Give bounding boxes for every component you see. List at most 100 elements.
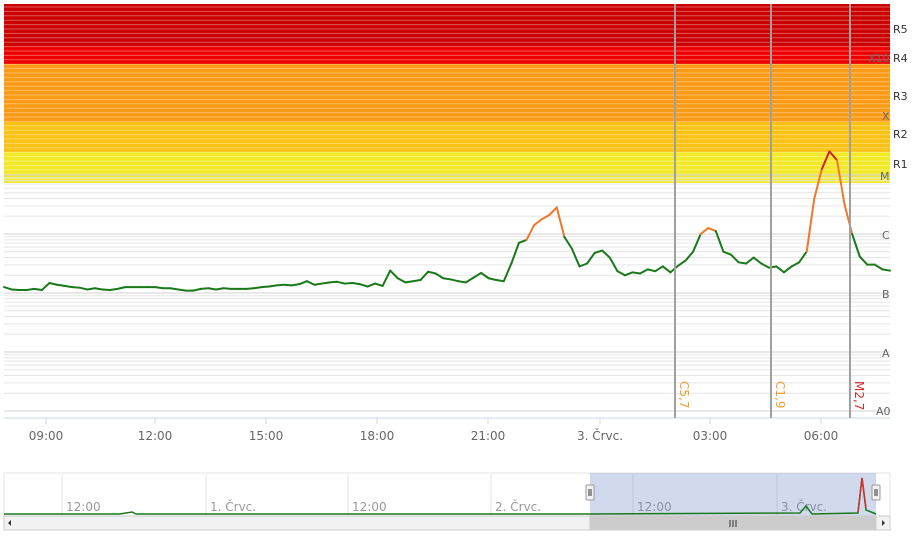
x-tick-label: 03:00 — [693, 429, 728, 443]
series-segment — [336, 280, 346, 285]
series-segment — [767, 265, 778, 269]
series-segment — [601, 249, 611, 259]
series-segment — [192, 287, 202, 292]
series-segment — [881, 268, 891, 272]
series-segment — [116, 286, 127, 290]
series-segment — [487, 277, 498, 282]
series-segment — [692, 233, 702, 253]
navigator-handle — [871, 484, 881, 501]
series-segment — [623, 271, 634, 277]
radio-blackout-bands — [4, 4, 890, 183]
navigator-label: 2. Črvc. — [495, 499, 541, 514]
series-segment — [525, 224, 536, 241]
band-r2 — [4, 122, 890, 152]
series-segment — [358, 283, 369, 288]
series-segment — [109, 287, 119, 292]
series-segment — [10, 288, 21, 292]
navigator[interactable]: 12:00 1. Črvc. 12:00 2. Črvc. 12:00 3. Črvc. — [3, 472, 891, 531]
series-segment — [495, 279, 505, 283]
scroll-left-arrow-icon — [8, 520, 11, 526]
series-segment — [449, 278, 460, 283]
series-segment — [48, 281, 59, 286]
series-segment — [805, 197, 816, 253]
series-segment — [442, 277, 452, 281]
class-label-a0: A0 — [876, 405, 891, 418]
series-segment — [93, 287, 104, 291]
band-r4 — [4, 46, 890, 64]
series-segment — [389, 269, 399, 280]
x-tick-label: 18:00 — [360, 429, 395, 443]
series-segment — [714, 230, 725, 253]
x-tick-label: 12:00 — [138, 429, 173, 443]
series-segment — [661, 265, 672, 274]
series-segment — [639, 268, 649, 275]
x-tick-label: 06:00 — [804, 429, 839, 443]
series-segment — [835, 159, 846, 206]
series-segment — [502, 262, 513, 283]
series-segment — [313, 282, 324, 286]
series-segment — [555, 206, 566, 238]
series-segment — [782, 265, 793, 274]
flare-label: M2,7 — [852, 381, 866, 410]
series-segment — [434, 272, 445, 280]
series-segment — [305, 280, 316, 286]
series-segment — [328, 280, 339, 284]
series-segment — [517, 238, 528, 244]
series-segment — [427, 270, 437, 275]
series-segment — [154, 286, 165, 290]
series-segment — [222, 287, 233, 290]
series-segment — [851, 233, 861, 258]
series-segment — [676, 259, 687, 267]
series-segment — [215, 287, 225, 291]
x-tick-label: 15:00 — [249, 429, 284, 443]
series-segment — [3, 286, 13, 291]
series-segment — [464, 276, 475, 284]
series-segment — [646, 268, 657, 273]
band-label-r3: R3 — [893, 90, 908, 103]
series-segment — [654, 265, 664, 273]
series-segment — [790, 261, 801, 268]
series-segment — [260, 285, 271, 289]
series-segment — [381, 269, 392, 287]
axis-labels: R1 R2 R3 R4 R5 A0 A B C M X X10 09:00 12:00 15:00 18:00… — [29, 23, 908, 443]
series-segment — [63, 284, 74, 289]
series-segment — [25, 287, 36, 292]
navigator-label: 12:00 — [352, 500, 387, 514]
series-segment — [101, 288, 112, 292]
series-segment — [775, 265, 785, 274]
class-label-b: B — [882, 288, 890, 301]
series-segment — [351, 281, 361, 286]
band-label-r4: R4 — [893, 52, 908, 65]
x-tick-label: 21:00 — [471, 429, 506, 443]
series-segment — [207, 287, 218, 291]
series-segment — [578, 262, 589, 268]
series-segment — [737, 261, 748, 265]
series-segment — [729, 253, 740, 264]
series-segment — [586, 251, 596, 265]
series-segment — [366, 282, 377, 288]
series-segment — [321, 281, 331, 285]
class-label-x: X — [882, 110, 890, 123]
x-tick-label: 09:00 — [29, 429, 64, 443]
grid-lines — [4, 174, 890, 419]
series-segment — [480, 271, 490, 280]
series-segment — [86, 287, 96, 291]
navigator-series-peak — [857, 477, 867, 513]
series-segment — [798, 250, 808, 264]
series-segment — [396, 277, 407, 284]
series-segment — [290, 283, 301, 287]
series-segment — [411, 279, 422, 283]
series-segment — [33, 287, 43, 292]
series-segment — [873, 263, 884, 271]
band-r3 — [4, 64, 890, 122]
series-segment — [404, 280, 414, 284]
series-segment — [745, 256, 755, 265]
series-segment — [722, 250, 732, 256]
series-segment — [707, 227, 717, 233]
series-segment — [828, 150, 838, 162]
flux-series — [3, 150, 891, 292]
series-segment — [540, 214, 551, 221]
navigator-label: 12:00 — [637, 500, 672, 514]
series-segment — [268, 284, 278, 288]
